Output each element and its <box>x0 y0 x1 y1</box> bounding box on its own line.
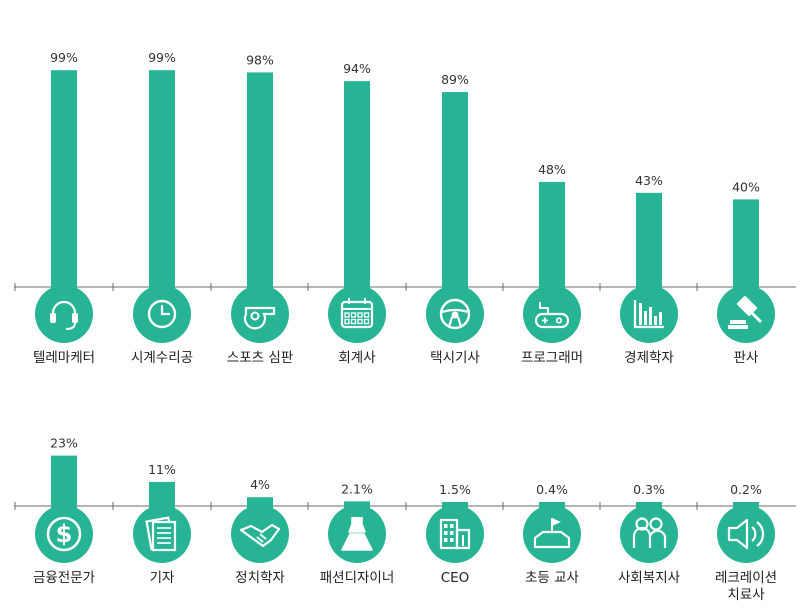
chart-row-top: 99% 텔레마케터 99% 시계수리공 98% 스포츠 심판 94% 회계사 89% 택시기사 48… <box>14 50 796 366</box>
job-item: 23% $ 금융전문가 <box>14 436 95 586</box>
chart-row-bottom: 23% $ 금융전문가 11% 기자 4% 정치학자 2.1% 패션디자이너 1.5% CEO 0.4… <box>14 436 796 603</box>
value-label: 0.3% <box>633 482 665 497</box>
job-item: 89% 택시기사 <box>405 72 484 366</box>
icon-circle <box>231 285 289 343</box>
job-item: 0.4% 초등 교사 <box>502 482 581 586</box>
category-label: 프로그래머 <box>521 350 583 366</box>
category-label: 판사 <box>734 350 759 366</box>
gamepad-icon <box>534 302 570 329</box>
value-label: 23% <box>50 436 78 451</box>
speaker-icon <box>727 518 765 550</box>
icon-circle <box>35 285 93 343</box>
category-label: 기자 <box>150 570 175 586</box>
category-label: 정치학자 <box>235 570 285 586</box>
job-item: 4% 정치학자 <box>210 477 289 586</box>
globe-dollar-icon: $ <box>46 516 82 552</box>
people-icon <box>632 517 667 548</box>
icon-circle <box>717 285 775 343</box>
job-item: 98% 스포츠 심판 <box>210 52 293 366</box>
category-label: 스포츠 심판 <box>227 350 293 366</box>
gavel-icon <box>728 296 763 329</box>
school-flag-icon <box>533 518 571 549</box>
value-label: 0.4% <box>536 482 568 497</box>
category-label: 금융전문가 <box>33 570 95 586</box>
value-label: 2.1% <box>341 481 373 496</box>
category-label: 패션디자이너 <box>320 570 395 586</box>
headset-icon <box>50 300 78 330</box>
category-label: 경제학자 <box>624 350 674 366</box>
bar <box>539 181 565 297</box>
dress-icon <box>341 517 373 551</box>
bar <box>247 72 273 297</box>
bar-chart-icon <box>633 300 664 329</box>
bar <box>442 92 468 297</box>
value-label: 48% <box>538 162 566 177</box>
whistle-icon <box>243 306 276 330</box>
job-item: 99% 시계수리공 <box>112 50 193 366</box>
icon-circle <box>328 285 386 343</box>
category-label: 택시기사 <box>430 350 480 366</box>
job-item: 0.3% 사회복지사 <box>599 482 681 586</box>
svg-text:$: $ <box>56 520 73 548</box>
job-item: 43% 경제학자 <box>599 173 678 366</box>
category-label: CEO <box>441 570 470 586</box>
icon-circle <box>426 505 484 563</box>
value-label: 89% <box>441 72 469 87</box>
bar <box>636 192 662 297</box>
handshake-icon <box>239 523 281 548</box>
value-label: 40% <box>732 179 760 194</box>
job-item: 40% 판사 <box>696 179 775 366</box>
value-label: 1.5% <box>439 482 471 497</box>
value-label: 94% <box>343 61 371 76</box>
bar <box>149 70 175 297</box>
calculator-icon <box>340 298 374 329</box>
job-item: 94% 회계사 <box>307 61 386 366</box>
value-label: 99% <box>148 50 176 65</box>
category-label: 사회복지사 <box>618 570 681 586</box>
category-label: 텔레마케터 <box>33 350 95 366</box>
category-label: 회계사 <box>338 350 376 366</box>
icon-circle <box>35 505 93 563</box>
job-item: 48% 프로그래머 <box>502 162 583 366</box>
newspaper-icon <box>145 516 177 552</box>
job-item: 0.2% 레크레이션 치료사 <box>696 482 777 603</box>
value-label: 99% <box>50 50 78 65</box>
job-item: 99% 텔레마케터 <box>14 50 95 366</box>
clock-icon <box>147 299 177 329</box>
job-item: 1.5% CEO <box>405 482 484 586</box>
icon-circle <box>523 505 581 563</box>
category-label: 레크레이션 치료사 <box>715 570 777 603</box>
value-label: 43% <box>635 173 663 188</box>
bar <box>51 70 77 297</box>
steering-wheel-icon <box>439 298 471 330</box>
bar <box>733 199 759 297</box>
value-label: 98% <box>246 52 274 67</box>
category-label: 시계수리공 <box>131 350 193 366</box>
bar <box>344 81 370 297</box>
value-label: 4% <box>250 477 270 492</box>
value-label: 0.2% <box>730 482 762 497</box>
building-icon <box>439 518 471 550</box>
job-item: 11% 기자 <box>112 462 191 586</box>
value-label: 11% <box>148 462 176 477</box>
category-label: 초등 교사 <box>525 570 580 586</box>
job-item: 2.1% 패션디자이너 <box>307 481 395 586</box>
